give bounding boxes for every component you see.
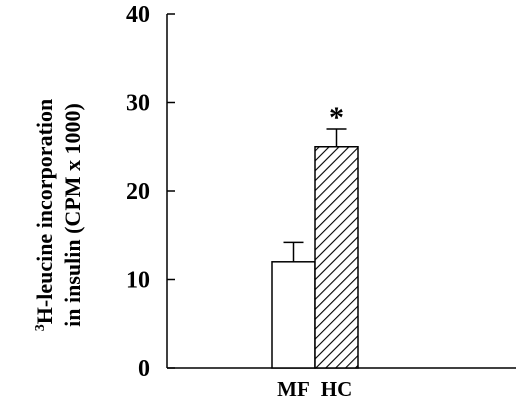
bar-mf (271, 261, 316, 369)
category-label-mf: MF (277, 377, 310, 401)
y-axis-label-superscript: 3 (33, 324, 48, 331)
significance-asterisk: * (329, 101, 344, 134)
bar-hc (314, 146, 359, 369)
y-ticks: 0 10 20 30 40 (126, 2, 175, 382)
category-labels: MF HC (277, 377, 352, 401)
category-label-hc: HC (321, 377, 353, 401)
y-axis-label-line1: H-leucine incorporation (32, 99, 57, 324)
y-axis-label: 3H-leucine incorporation (32, 99, 57, 331)
y-tick-label-10: 10 (126, 268, 150, 294)
y-axis-label-line2: in insulin (CPM x 1000) (60, 103, 85, 327)
y-tick-label-20: 20 (126, 179, 150, 205)
y-tick-label-30: 30 (126, 91, 150, 117)
bars: * (271, 101, 359, 369)
y-tick-label-0: 0 (138, 356, 150, 382)
y-tick-label-40: 40 (126, 2, 150, 28)
